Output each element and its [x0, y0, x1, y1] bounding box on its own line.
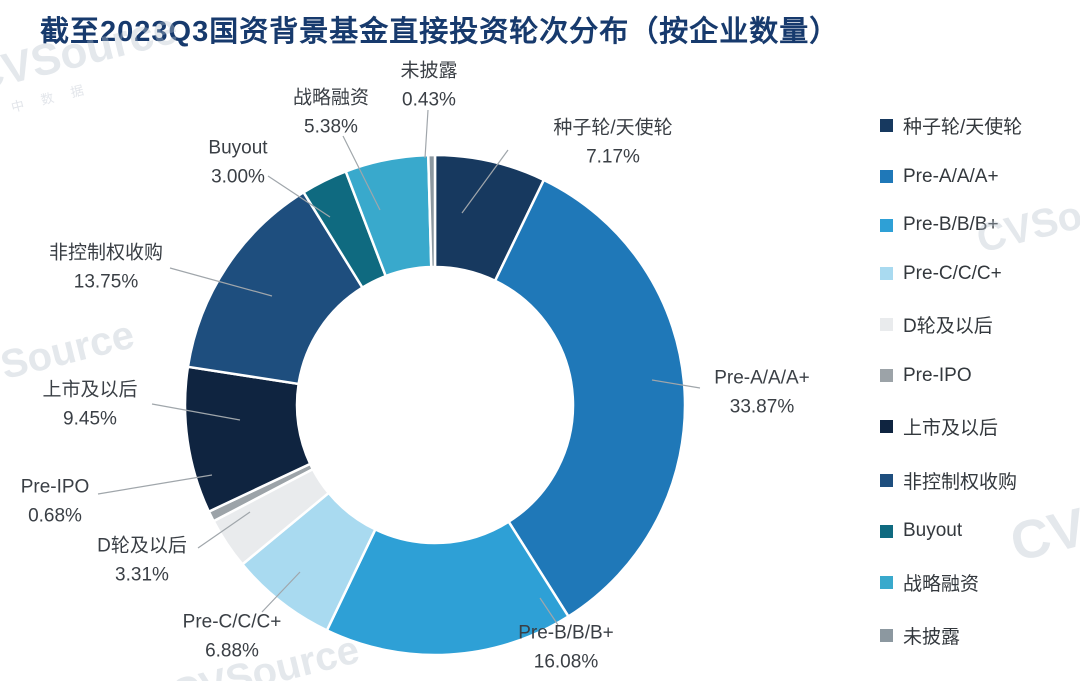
slice-label-name: Pre-IPO — [20, 476, 90, 498]
leader-line-3 — [539, 597, 559, 626]
slice-label-value: 5.38% — [304, 117, 358, 138]
slice-label-value: 13.75% — [73, 272, 139, 293]
legend-label: Pre-A/A/A+ — [903, 165, 999, 187]
slice-label-value: 33.87% — [729, 397, 795, 418]
slice-label-name: Pre-C/C/C+ — [182, 611, 282, 633]
slice-label-value: 0.43% — [402, 90, 456, 111]
slice-label-value: 9.45% — [63, 409, 117, 430]
legend-item: Pre-B/B/B+ — [880, 214, 1022, 236]
legend-label: Pre-IPO — [903, 364, 972, 386]
slice-label-name: 未披露 — [400, 60, 458, 82]
pie-slice-11 — [426, 153, 437, 269]
slice-label-name: 上市及以后 — [42, 379, 138, 401]
legend-item: 未披露 — [880, 622, 1022, 649]
slice-label-value: 16.08% — [533, 652, 599, 673]
leader-line-9 — [267, 175, 331, 218]
slice-label: Pre-IPO 0.68% — [21, 473, 90, 532]
slice-label: 未披露 0.43% — [400, 57, 457, 116]
leader-line-4 — [261, 571, 301, 613]
slice-label-name: 非控制权收购 — [48, 242, 164, 264]
legend-item: D轮及以后 — [880, 311, 1022, 338]
legend-label: Pre-B/B/B+ — [903, 214, 999, 235]
slice-label: 非控制权收购 13.75% — [49, 239, 163, 298]
slice-label-value: 0.68% — [28, 506, 82, 527]
slice-label: 上市及以后 9.45% — [42, 376, 137, 435]
legend-label: 种子轮/天使轮 — [903, 117, 1023, 138]
leader-line-8 — [169, 267, 273, 297]
pie-slice-3 — [325, 520, 570, 657]
legend-item: 上市及以后 — [880, 413, 1022, 440]
slice-label-name: Buyout — [208, 137, 268, 159]
legend-label: 非控制权收购 — [903, 471, 1018, 493]
legend-item: Buyout — [880, 520, 1022, 542]
legend-item: 战略融资 — [880, 569, 1022, 596]
leader-line-2 — [651, 379, 701, 389]
slice-label-value: 6.88% — [205, 641, 259, 662]
legend-swatch-icon — [880, 629, 893, 642]
legend-item: Pre-A/A/A+ — [880, 166, 1022, 188]
slice-label: D轮及以后 3.31% — [97, 532, 187, 591]
slice-label-value: 3.31% — [115, 565, 169, 586]
slice-label-name: Pre-B/B/B+ — [518, 622, 614, 644]
legend-label: Pre-C/C/C+ — [903, 262, 1002, 284]
slice-label: 战略融资 5.38% — [293, 84, 369, 143]
legend: 种子轮/天使轮 Pre-A/A/A+ Pre-B/B/B+ Pre-C/C/C+ D轮及… — [880, 112, 1022, 649]
legend-swatch-icon — [880, 318, 893, 331]
slice-label-value: 7.17% — [586, 147, 640, 168]
legend-swatch-icon — [880, 119, 893, 132]
slice-label: Pre-A/A/A+ 33.87% — [714, 364, 810, 423]
legend-swatch-icon — [880, 170, 893, 183]
legend-item: Pre-C/C/C+ — [880, 263, 1022, 285]
legend-swatch-icon — [880, 473, 893, 487]
legend-swatch-icon — [880, 267, 893, 280]
legend-label: 上市及以后 — [903, 418, 999, 439]
leader-line-11 — [424, 109, 429, 159]
slice-label-name: 种子轮/天使轮 — [553, 117, 673, 139]
leader-line-5 — [197, 511, 251, 549]
legend-label: 未披露 — [903, 627, 961, 648]
slice-label-value: 3.00% — [211, 167, 265, 188]
slice-label: 种子轮/天使轮 7.17% — [553, 114, 672, 173]
slice-label-name: 战略融资 — [292, 87, 370, 109]
legend-swatch-icon — [880, 369, 893, 382]
chart-title: 截至2023Q3国资背景基金直接投资轮次分布（按企业数量） — [40, 16, 840, 48]
legend-swatch-icon — [880, 218, 893, 232]
leader-line-6 — [97, 474, 213, 495]
legend-swatch-icon — [880, 575, 893, 589]
legend-label: D轮及以后 — [903, 316, 993, 337]
legend-item: 种子轮/天使轮 — [880, 112, 1022, 139]
legend-label: Buyout — [903, 520, 963, 541]
legend-swatch-icon — [880, 420, 893, 433]
leader-line-7 — [151, 403, 241, 421]
pie-slice-2 — [493, 178, 687, 618]
leader-line-1 — [461, 149, 509, 214]
slice-label: Buyout 3.00% — [208, 134, 267, 193]
leader-line-10 — [342, 135, 381, 211]
legend-item: 非控制权收购 — [880, 467, 1022, 494]
slice-label: Pre-B/B/B+ 16.08% — [518, 619, 614, 678]
legend-label: 战略融资 — [903, 573, 980, 595]
slice-label-name: Pre-A/A/A+ — [714, 367, 810, 389]
legend-item: Pre-IPO — [880, 365, 1022, 387]
slice-label-name: D轮及以后 — [97, 535, 187, 557]
slice-label: Pre-C/C/C+ 6.88% — [183, 608, 282, 667]
legend-swatch-icon — [880, 524, 893, 538]
